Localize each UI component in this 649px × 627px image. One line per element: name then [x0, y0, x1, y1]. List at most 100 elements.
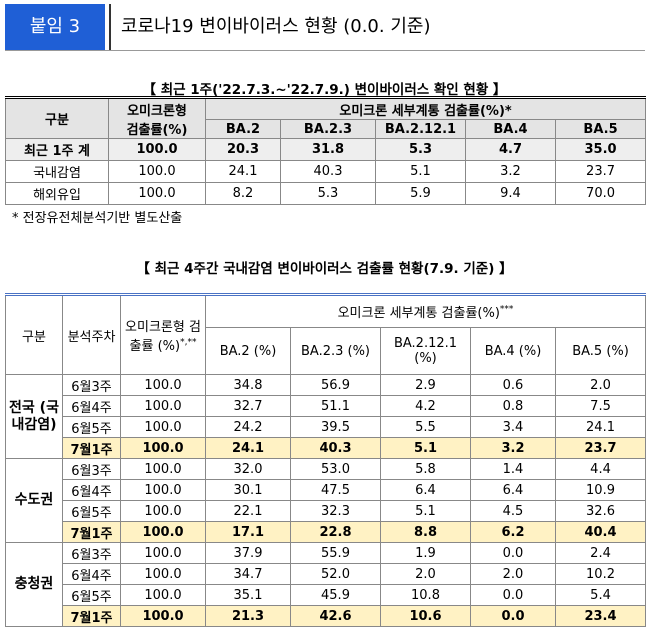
table-cell: 5.1 [380, 437, 471, 459]
table-cell: 55.9 [290, 542, 381, 564]
table-row: 수도권 6월3주 100.0 32.0 53.0 5.8 1.4 4.4 [5, 458, 647, 543]
table-cell: 6월5주 [62, 416, 121, 438]
table-cell: 100.0 [108, 138, 206, 161]
table-cell: 0.0 [470, 542, 556, 564]
header-text: 오미크론 세부계통 검출률(%) [337, 306, 500, 321]
header-cell: BA.4 [465, 119, 556, 139]
table-row: 6월4주 100.0 30.1 47.5 6.4 6.4 10.9 [6, 479, 647, 501]
table-row: 6월5주 100.0 35.1 45.9 10.8 0.0 5.4 [6, 584, 647, 606]
table-cell: 21.3 [205, 605, 291, 627]
header-cell: BA.2.3 [280, 119, 376, 139]
table-cell: 5.3 [280, 182, 376, 205]
header-text: 오미크론형 검출률 (%) [125, 320, 201, 354]
table-cell: 6.2 [470, 521, 556, 543]
table-cell: 40.4 [554, 521, 647, 543]
table-cell: 100.0 [120, 500, 206, 522]
table-cell: 37.9 [205, 542, 291, 564]
table-cell: 100.0 [120, 458, 206, 480]
table: 구분 오미크론형 검출률(%) 오미크론 세부계통 검출률(%)* BA.2 BA.2.3… [5, 96, 647, 205]
table-cell: 40.3 [280, 160, 376, 183]
table-row: 충청권 6월3주 100.0 37.9 55.9 1.9 0.0 2.4 [5, 542, 647, 627]
table-cell: 10.6 [380, 605, 471, 627]
table-cell: 0.6 [470, 374, 556, 396]
table-cell: 2.0 [470, 563, 556, 585]
table-row: 7월1주 100.0 21.3 42.6 10.6 0.0 23.4 [6, 605, 647, 627]
table-cell: 100.0 [120, 605, 206, 627]
table-row: 전국 (국내감염) 6월3주 100.0 34.8 56.9 2.9 0.6 2.0 [5, 374, 647, 459]
table-cell: 24.1 [205, 437, 291, 459]
table-cell: 100.0 [120, 437, 206, 459]
header-row: 구분 분석주차 오미크론형 검출률 (%)*,** 오미크론 세부계통 검출률(%)*… [5, 294, 647, 375]
table-cell: 7월1주 [62, 521, 121, 543]
table-cell: 10.9 [554, 479, 647, 501]
table-cell: 3.4 [470, 416, 556, 438]
table-cell: 2.4 [554, 542, 647, 564]
note: * 전장유전체분석기반 별도산출 [12, 211, 183, 226]
table-cell: 8.8 [380, 521, 471, 543]
table-cell: 6.4 [470, 479, 556, 501]
table-cell: 5.1 [375, 160, 466, 183]
table-cell: 4.7 [465, 138, 556, 161]
table-cell: 100.0 [108, 160, 206, 183]
table-cell: 24.1 [205, 160, 281, 183]
region-cell: 충청권 [5, 542, 63, 627]
table-cell: 6.4 [380, 479, 471, 501]
header-cell: 오미크론 세부계통 검출률(%)* [204, 97, 647, 120]
header-cell: BA.2.12.1 [375, 119, 466, 139]
header: 붙임 3 코로나19 변이바이러스 현황 (0.0. 기준) [5, 4, 645, 51]
table-cell: 100.0 [120, 416, 206, 438]
table-cell: 23.7 [554, 437, 647, 459]
table-row: 7월1주 100.0 24.1 40.3 5.1 3.2 23.7 [6, 437, 647, 459]
table-title: 【 최근 4주간 국내감염 변이바이러스 검출률 현황(7.9. 기준) 】 [136, 261, 513, 277]
header-cell: 오미크론 세부계통 검출률(%)*** [204, 294, 647, 328]
table-cell: 42.6 [290, 605, 381, 627]
table: 구분 분석주차 오미크론형 검출률 (%)*,** 오미크론 세부계통 검출률(%)*… [5, 293, 647, 627]
table-cell: 32.0 [205, 458, 291, 480]
table-cell: 4.4 [554, 458, 647, 480]
badge: 붙임 3 [5, 4, 105, 50]
table-cell: 100.0 [120, 542, 206, 564]
header-text: 오미크론형 [127, 103, 187, 119]
table-row: 국내감염 100.0 24.1 40.3 5.1 3.2 23.7 [5, 160, 647, 183]
table-cell: 70.0 [554, 182, 647, 205]
header-cell: BA.5 [554, 119, 647, 139]
table-cell: 6월5주 [62, 584, 121, 606]
table-row: 6월4주 100.0 34.7 52.0 2.0 2.0 10.2 [6, 563, 647, 585]
table-cell: 4.5 [470, 500, 556, 522]
table-cell: 3.2 [470, 437, 556, 459]
table-row: 최근 1주 계 100.0 20.3 31.8 5.3 4.7 35.0 [5, 138, 647, 161]
table-cell: 34.8 [205, 374, 291, 396]
header-cell: BA.2 [205, 119, 281, 139]
header-cell: BA.4 (%) [470, 327, 556, 375]
table-cell: 34.7 [205, 563, 291, 585]
table-row: 해외유입 100.0 8.2 5.3 5.9 9.4 70.0 [5, 182, 647, 205]
table-cell: 6월5주 [62, 500, 121, 522]
table-cell: 39.5 [290, 416, 381, 438]
table-cell: 100.0 [120, 563, 206, 585]
table-cell: 32.6 [554, 500, 647, 522]
table-cell: 24.1 [554, 416, 647, 438]
table-cell: 24.2 [205, 416, 291, 438]
table-row: 6월4주 100.0 32.7 51.1 4.2 0.8 7.5 [6, 395, 647, 417]
header-row: BA.2 BA.2.3 BA.2.12.1 BA.4 BA.5 [6, 119, 647, 139]
table-cell: 10.8 [380, 584, 471, 606]
header-cell: 구분 [5, 294, 63, 375]
table-cell: 7.5 [554, 395, 647, 417]
table-cell: 6월3주 [62, 374, 121, 396]
table-cell: 5.4 [554, 584, 647, 606]
footnote-mark: *,** [180, 337, 197, 348]
table-cell: 5.5 [380, 416, 471, 438]
table-title: 【 최근 1주('22.7.3.~'22.7.9.) 변이바이러스 확인 현황 … [142, 82, 507, 98]
table-cell: 5.1 [380, 500, 471, 522]
table-row: 6월5주 100.0 24.2 39.5 5.5 3.4 24.1 [6, 416, 647, 438]
table-cell: 22.8 [290, 521, 381, 543]
table-cell: 100.0 [108, 182, 206, 205]
table-cell: 100.0 [120, 584, 206, 606]
header-cell: 구분 [5, 97, 109, 139]
region-cell: 전국 (국내감염) [5, 374, 63, 459]
region-cell: 수도권 [5, 458, 63, 543]
header-cell: 오미크론형 검출률(%) [108, 97, 206, 139]
table-row: 6월5주 100.0 22.1 32.3 5.1 4.5 32.6 [6, 500, 647, 522]
table-cell: 1.9 [380, 542, 471, 564]
